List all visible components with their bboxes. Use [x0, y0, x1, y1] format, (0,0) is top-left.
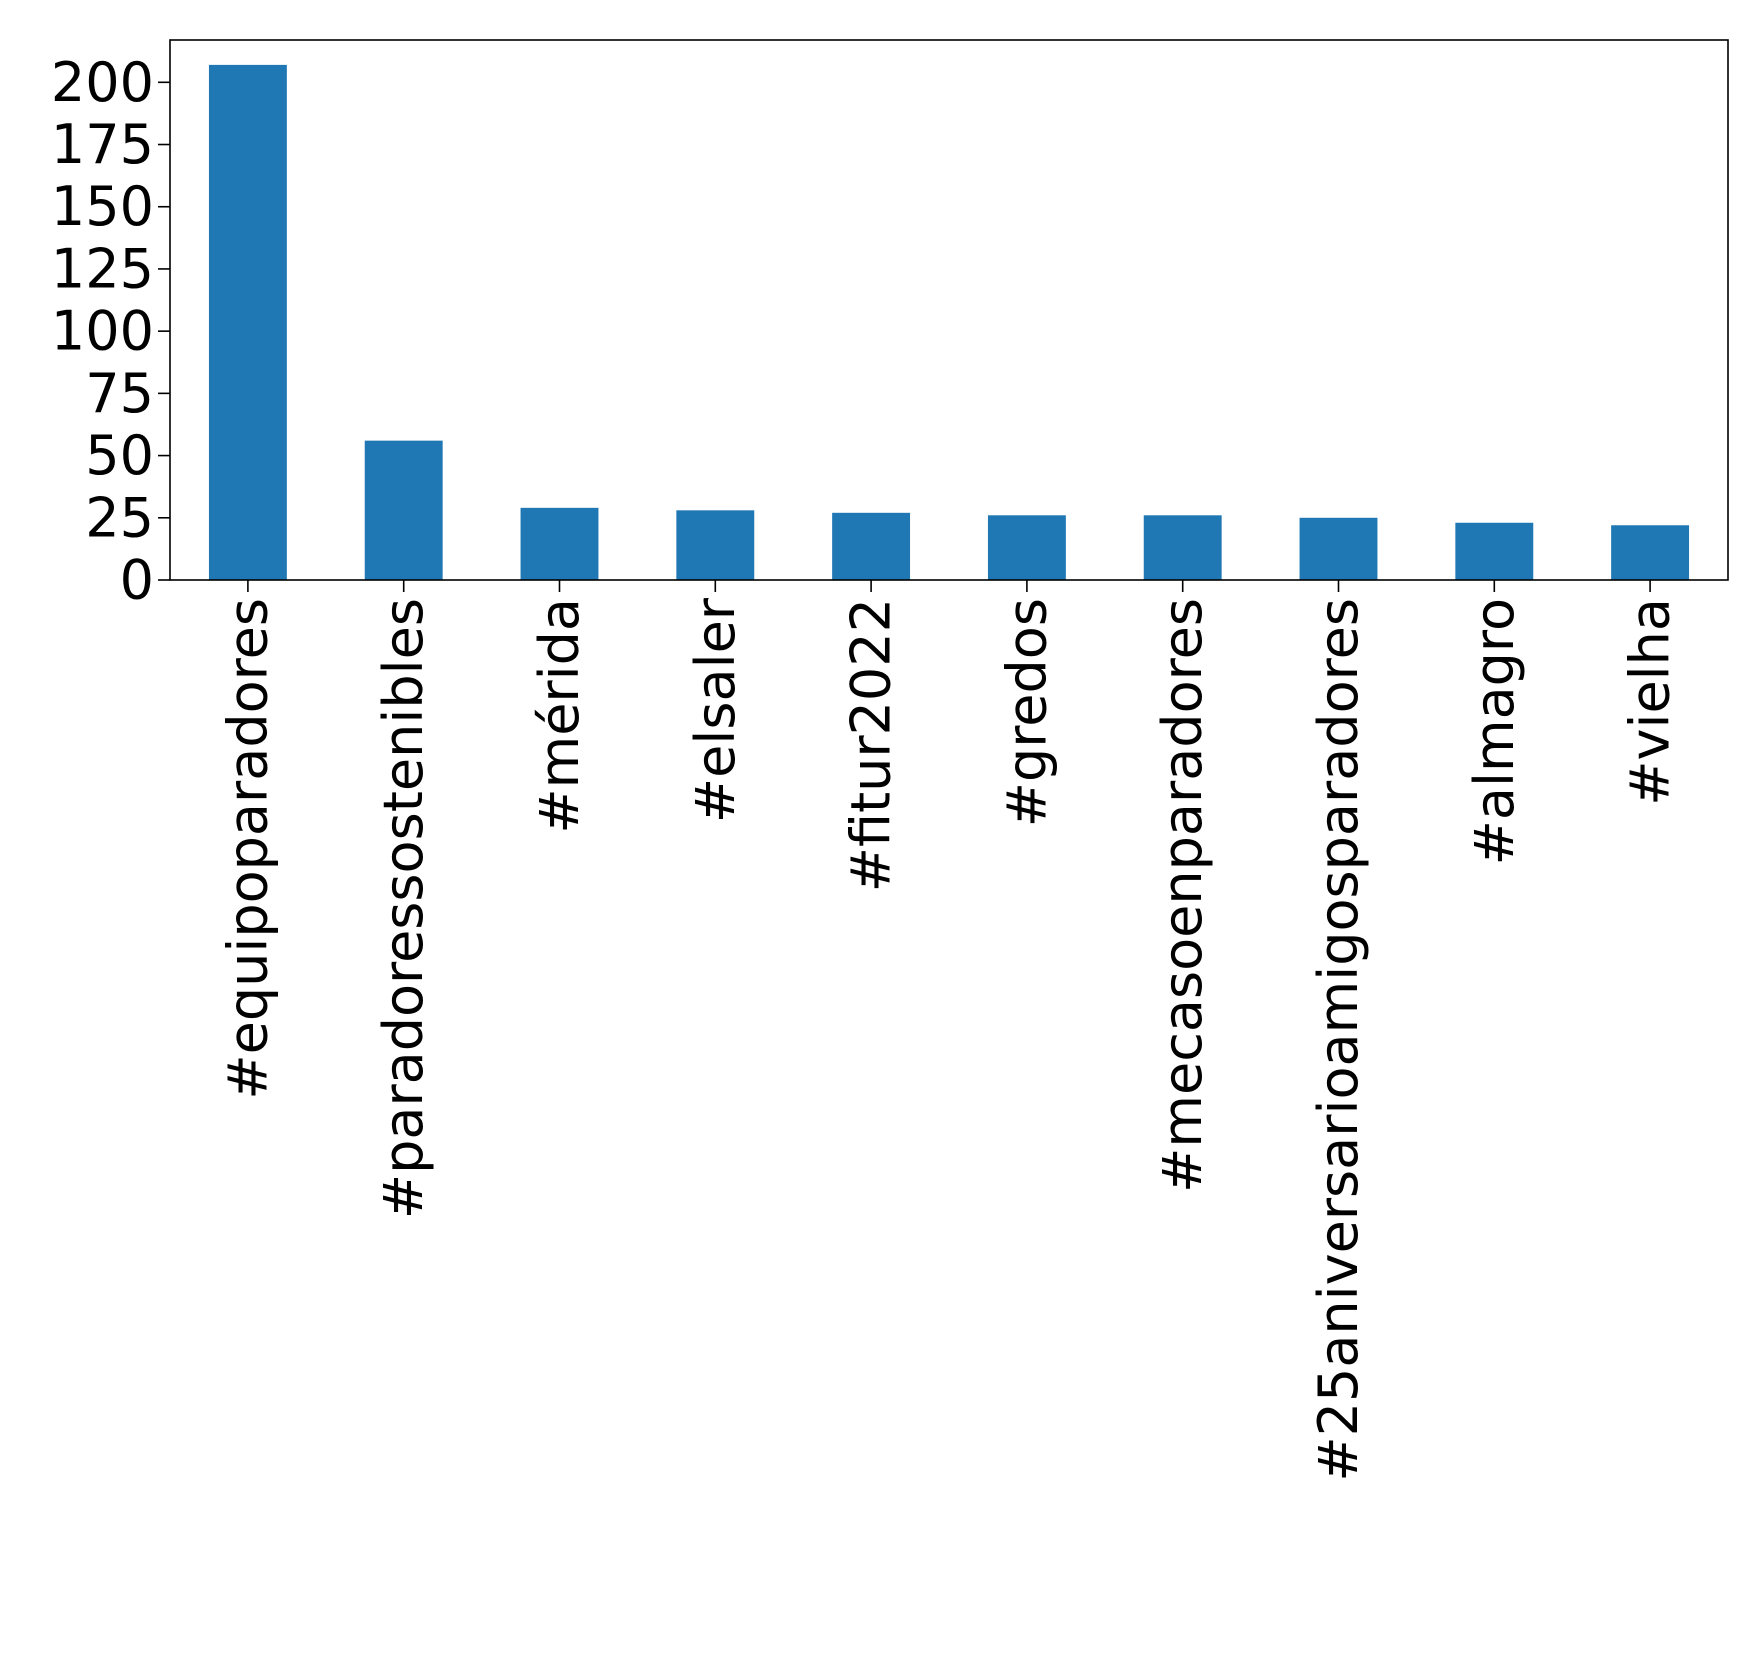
y-tick-label-4: 100 — [51, 300, 154, 363]
bar-5 — [987, 515, 1066, 580]
x-tick-label-4: #fitur2022 — [840, 598, 903, 892]
bar-0 — [208, 64, 287, 581]
bar-3 — [676, 510, 755, 580]
x-tick-label-9: #vielha — [1619, 598, 1682, 806]
x-tick-label-2: #mérida — [528, 598, 591, 834]
plot-frame — [169, 39, 1729, 581]
y-tick-label-7: 175 — [51, 113, 154, 176]
y-tick-label-1: 25 — [85, 486, 154, 549]
y-tick-label-0: 0 — [120, 549, 154, 612]
axes-layer — [169, 39, 1729, 581]
bar-9 — [1611, 525, 1690, 580]
x-tick-label-6: #mecasoenparadores — [1151, 598, 1214, 1193]
y-tick-label-2: 50 — [85, 424, 154, 487]
bar-7 — [1299, 517, 1378, 580]
x-tick-label-1: #paradoressostenibles — [372, 598, 435, 1219]
y-tick-label-8: 200 — [51, 51, 154, 114]
y-tick-label-6: 150 — [51, 175, 154, 238]
x-tick-label-5: #gredos — [995, 598, 1058, 827]
bars-layer — [208, 64, 1690, 581]
bar-4 — [832, 512, 911, 580]
bar-8 — [1455, 522, 1534, 580]
bar-6 — [1143, 515, 1222, 580]
bar-2 — [520, 507, 599, 580]
bar-1 — [364, 440, 443, 580]
y-tick-label-3: 75 — [85, 362, 154, 425]
x-tick-label-0: #equipoparadores — [216, 598, 279, 1100]
y-tick-label-5: 125 — [51, 237, 154, 300]
x-tick-label-7: #25aniversarioamigosparadores — [1307, 598, 1370, 1482]
x-tick-label-8: #almagro — [1463, 598, 1526, 865]
x-tick-label-3: #elsaler — [684, 597, 747, 823]
